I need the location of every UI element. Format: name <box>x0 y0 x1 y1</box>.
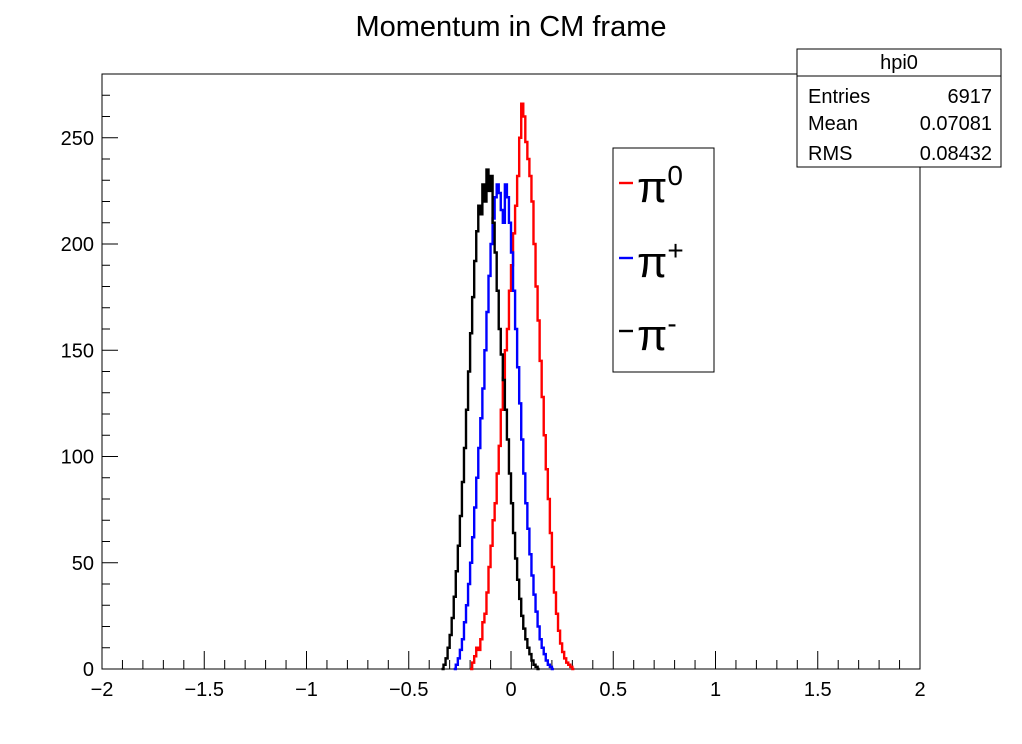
y-tick-label: 100 <box>61 447 94 469</box>
stats-box-title: hpi0 <box>880 52 918 74</box>
stats-label: Mean <box>808 113 858 135</box>
series-line-1 <box>453 183 554 671</box>
series-line-2 <box>441 168 540 671</box>
x-tick-label: 0 <box>505 679 516 701</box>
x-axis-ticks: −2 −1.5 −1 −0.5 0 0.5 1 1.5 2 <box>91 651 926 701</box>
x-tick-label: 2 <box>914 679 925 701</box>
legend: π0 π+ π- <box>612 147 715 373</box>
x-tick-label: −2 <box>91 679 114 701</box>
y-tick-label: 0 <box>83 659 94 681</box>
stats-box-frame <box>796 48 1002 168</box>
stats-label: Entries <box>808 86 870 108</box>
y-axis-ticks: 0 50 100 150 200 250 <box>61 73 118 681</box>
series-layer <box>441 102 575 671</box>
y-tick-label: 200 <box>61 234 94 256</box>
stats-label: RMS <box>808 143 852 165</box>
stats-box: hpi0 Entries 6917 Mean 0.07081 RMS 0.08432 <box>796 48 1002 168</box>
stats-value: 0.08432 <box>920 143 992 165</box>
legend-box <box>612 147 715 373</box>
y-tick-label: 250 <box>61 128 94 150</box>
x-tick-label: −0.5 <box>389 679 428 701</box>
chart-title: Momentum in CM frame <box>355 11 666 43</box>
x-tick-label: −1.5 <box>185 679 224 701</box>
legend-label: π- <box>637 308 677 360</box>
x-tick-label: −1 <box>295 679 318 701</box>
x-tick-label: 1 <box>710 679 721 701</box>
x-tick-label: 0.5 <box>599 679 627 701</box>
y-tick-label: 50 <box>72 553 94 575</box>
x-tick-label: 1.5 <box>804 679 832 701</box>
y-tick-label: 150 <box>61 340 94 362</box>
stats-value: 0.07081 <box>920 113 992 135</box>
legend-label: π+ <box>637 235 684 287</box>
stats-value: 6917 <box>948 86 993 108</box>
series-line-0 <box>470 102 575 671</box>
legend-label: π0 <box>637 160 683 212</box>
